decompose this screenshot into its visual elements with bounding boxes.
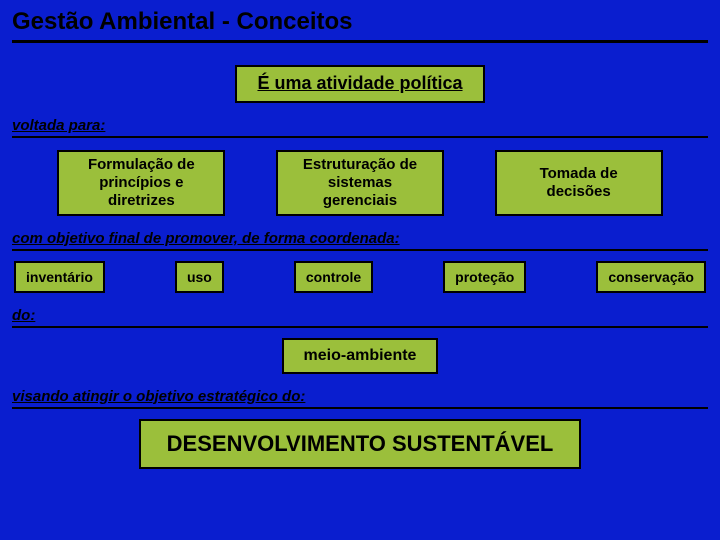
final-box: DESENVOLVIMENTO SUSTENTÁVEL: [139, 419, 582, 469]
meio-box: meio-ambiente: [282, 338, 439, 373]
rule-4: [12, 407, 708, 409]
row5-box-4: conservação: [596, 261, 706, 294]
headline-box: É uma atividade política: [235, 65, 484, 103]
row3-box-0: Formulação de princípios e diretrizes: [57, 150, 225, 216]
connector-2: com objetivo final de promover, de forma…: [0, 230, 720, 247]
row-5: inventário uso controle proteção conserv…: [0, 261, 720, 294]
connector-1: voltada para:: [0, 117, 720, 134]
headline-row: É uma atividade política: [0, 65, 720, 103]
rule-1: [12, 136, 708, 138]
row5-box-1: uso: [175, 261, 224, 294]
row5-box-3: proteção: [443, 261, 526, 294]
slide-title: Gestão Ambiental - Conceitos: [12, 8, 708, 36]
title-rule: [12, 40, 708, 43]
connector-4: visando atingir o objetivo estratégico d…: [0, 388, 720, 405]
title-wrap: Gestão Ambiental - Conceitos: [0, 0, 720, 36]
connector-3: do:: [0, 307, 720, 324]
row-3: Formulação de princípios e diretrizes Es…: [0, 150, 720, 216]
row5-box-0: inventário: [14, 261, 105, 294]
rule-3: [12, 326, 708, 328]
row3-box-1: Estruturação de sistemas gerenciais: [276, 150, 444, 216]
final-row: DESENVOLVIMENTO SUSTENTÁVEL: [0, 419, 720, 469]
meio-row: meio-ambiente: [0, 338, 720, 373]
slide: Gestão Ambiental - Conceitos É uma ativi…: [0, 0, 720, 540]
row3-box-2: Tomada de decisões: [495, 150, 663, 216]
row5-box-2: controle: [294, 261, 373, 294]
rule-2: [12, 249, 708, 251]
